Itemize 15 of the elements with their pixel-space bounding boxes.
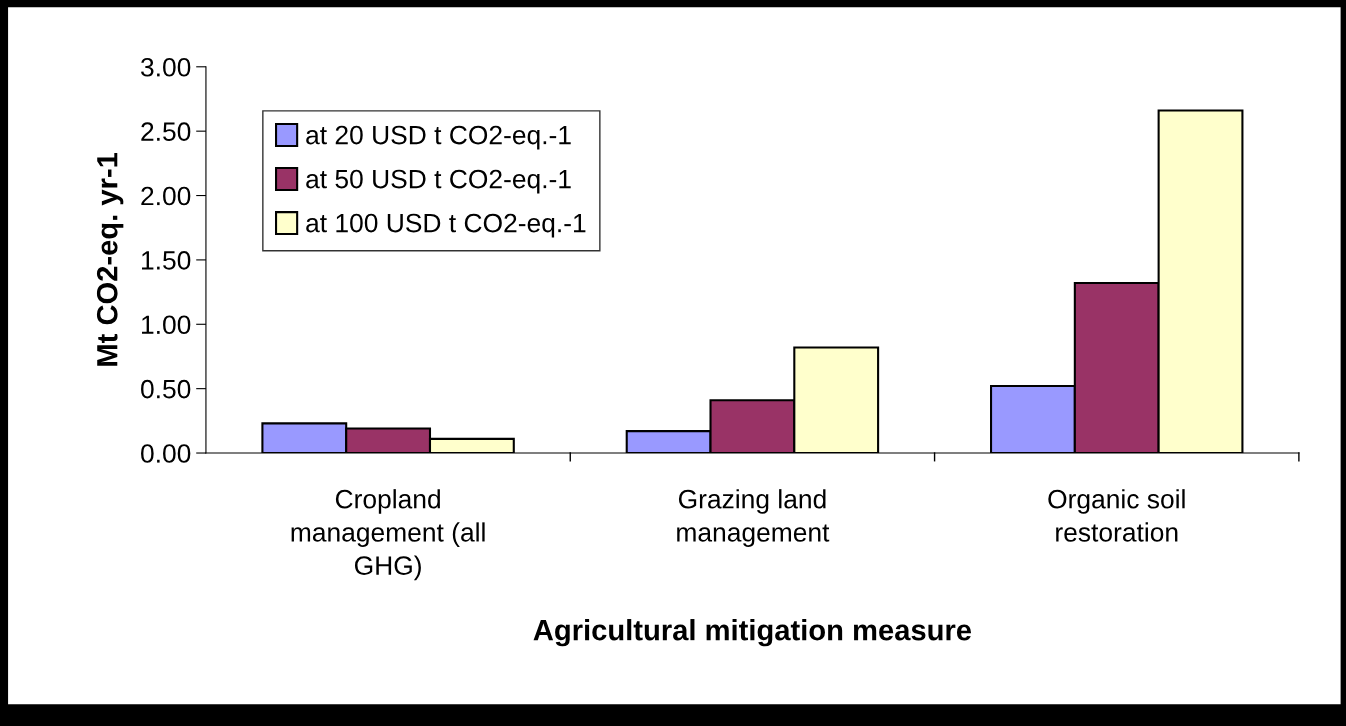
y-tick-label: 0.00 — [141, 444, 191, 463]
y-tick-label: 2.00 — [141, 186, 191, 206]
x-tick-label: Cropland management (all GHG) — [291, 489, 485, 581]
y-tick-label: 1.50 — [142, 251, 191, 270]
legend-label: at 20 USD t CO2-eq.-1 — [306, 125, 571, 150]
y-tick-label: 2.50 — [141, 122, 191, 141]
legend-label: at 100 USD t CO2-eq.-1 — [306, 213, 586, 238]
x-tick-label: Organic soil restoration — [1048, 489, 1185, 542]
y-tick-label: 0.50 — [141, 379, 191, 399]
y-tick-label: 3.00 — [141, 57, 191, 77]
y-axis-title: Mt CO2-eq. yr-1 — [96, 152, 124, 366]
x-tick-label: Grazing land management — [677, 489, 830, 547]
legend-label: at 50 USD t CO2-eq.-1 — [306, 169, 571, 194]
y-tick-label: 1.00 — [142, 315, 191, 335]
x-axis-title: Agricultural mitigation measure — [533, 619, 972, 647]
